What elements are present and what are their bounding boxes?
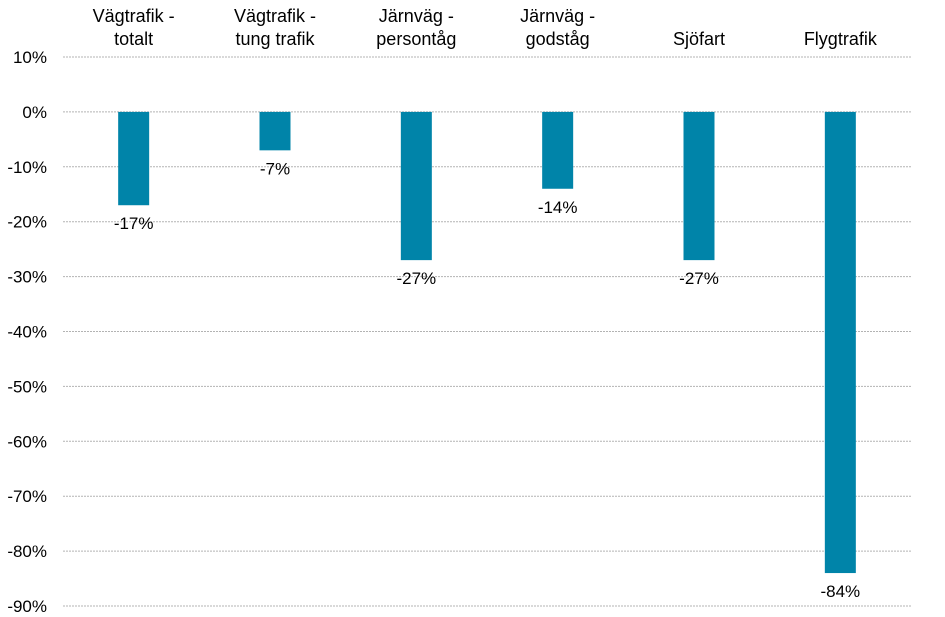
y-tick-label: -30% — [7, 268, 47, 287]
data-label: -27% — [396, 269, 436, 288]
bar — [259, 111, 291, 151]
bar — [118, 111, 150, 206]
category-label: Flygtrafik — [804, 29, 878, 49]
y-tick-label: -40% — [7, 323, 47, 342]
y-tick-label: -20% — [7, 213, 47, 232]
y-tick-label: -90% — [7, 597, 47, 616]
data-label: -84% — [820, 582, 860, 601]
data-label: -27% — [679, 269, 719, 288]
y-tick-label: -50% — [7, 377, 47, 396]
bar — [400, 111, 432, 261]
category-label: Vägtrafik -totalt — [93, 6, 175, 49]
bar — [683, 111, 715, 261]
bars — [118, 111, 856, 574]
category-labels: Vägtrafik -totalt Vägtrafik -tung trafik J… — [93, 6, 878, 49]
category-label: Sjöfart — [673, 29, 725, 49]
bar — [824, 111, 856, 574]
category-label: Järnväg -persontåg — [376, 6, 456, 49]
y-tick-label: -70% — [7, 487, 47, 506]
y-tick-label: -80% — [7, 542, 47, 561]
data-label: -14% — [538, 198, 578, 217]
data-label: -7% — [260, 159, 290, 178]
y-axis-tick-labels: 10% 0% -10% -20% -30% -40% -50% -60% -70% -80% -90… — [7, 48, 47, 616]
y-tick-label: 10% — [13, 48, 47, 67]
category-label: Järnväg -godståg — [520, 6, 595, 49]
category-label: Vägtrafik -tung trafik — [234, 6, 316, 49]
bar — [542, 111, 574, 189]
data-label: -17% — [114, 214, 154, 233]
y-tick-label: -10% — [7, 158, 47, 177]
data-labels: -17% -7% -27% -14% -27% -84% — [114, 159, 860, 601]
gridlines — [63, 56, 911, 607]
y-tick-label: -60% — [7, 432, 47, 451]
y-tick-label: 0% — [22, 103, 47, 122]
